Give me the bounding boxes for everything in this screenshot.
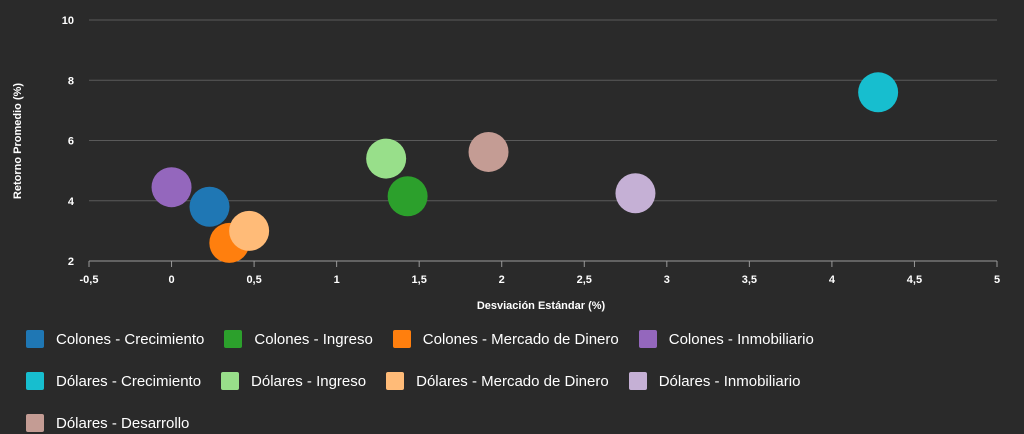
legend-swatch: [386, 372, 405, 390]
data-point[interactable]: [468, 131, 509, 172]
data-point[interactable]: [229, 210, 270, 251]
x-tick-label: 4: [829, 274, 836, 286]
legend-item[interactable]: Colones - Crecimiento: [26, 328, 204, 350]
x-axis-title: Desviación Estándar (%): [477, 300, 606, 312]
legend-swatch: [392, 330, 411, 348]
x-tick-label: 3: [664, 274, 670, 286]
chart-root: 2 4 6 8 10 -0,5 0 0,5 1 1,5 2 2,5 3 3,5 4 4,5 5 Desviaci…: [12, 15, 1000, 432]
legend-swatch: [26, 414, 44, 432]
scatter-plot: 2 4 6 8 10 -0,5 0 0,5 1 1,5 2 2,5 3 3,5 4 4,5 5 Desviaci…: [12, 15, 1000, 312]
data-point[interactable]: [189, 186, 230, 227]
x-tick-label: 2,5: [577, 274, 592, 286]
data-point[interactable]: [387, 176, 428, 217]
legend-item[interactable]: Dólares - Crecimiento: [26, 370, 201, 392]
y-tick-label: 4: [68, 196, 75, 208]
legend-label: Colones - Inmobiliario: [668, 330, 814, 348]
axis-layer: 2 4 6 8 10 -0,5 0 0,5 1 1,5 2 2,5 3 3,5 4 4,5 5: [62, 15, 1000, 286]
legend-item[interactable]: Colones - Ingreso: [224, 328, 373, 350]
legend-swatch: [628, 372, 647, 390]
grid-layer: [89, 19, 997, 262]
x-tick-label: -0,5: [80, 274, 99, 286]
legend-item[interactable]: Dólares - Desarrollo: [26, 412, 189, 434]
y-tick-label: 6: [68, 136, 74, 148]
y-tick-label: 10: [62, 15, 74, 27]
legend-label: Dólares - Inmobiliario: [658, 372, 801, 390]
legend-swatch: [26, 372, 44, 390]
y-axis-title: Retorno Promedio (%): [12, 83, 24, 199]
legend-item[interactable]: Colones - Mercado de Dinero: [392, 328, 619, 350]
data-point[interactable]: [151, 167, 192, 208]
legend: Colones - Crecimiento Colones - Ingreso Co…: [26, 328, 1006, 434]
data-point[interactable]: [615, 173, 656, 214]
data-point[interactable]: [366, 138, 407, 179]
legend-label: Dólares - Desarrollo: [56, 414, 190, 432]
legend-label: Colones - Crecimiento: [56, 330, 205, 348]
x-tick-label: 3,5: [742, 274, 757, 286]
x-tick-label: 0: [168, 274, 174, 286]
legend-label: Dólares - Ingreso: [251, 372, 367, 390]
x-tick-label: 2: [499, 274, 505, 286]
legend-swatch: [26, 330, 44, 348]
x-tick-label: 0,5: [246, 274, 261, 286]
legend-item[interactable]: Dólares - Inmobiliario: [628, 370, 801, 392]
legend-label: Dólares - Mercado de Dinero: [416, 372, 609, 390]
legend-item[interactable]: Colones - Inmobiliario: [638, 328, 814, 350]
legend-label: Colones - Mercado de Dinero: [422, 330, 619, 348]
x-tick-label: 4,5: [907, 274, 922, 286]
point-layer: [151, 72, 899, 263]
x-tick-label: 1: [334, 274, 340, 286]
legend-item[interactable]: Dólares - Ingreso: [221, 370, 366, 392]
x-tick-label: 5: [994, 274, 1000, 286]
legend-label: Colones - Ingreso: [254, 330, 373, 348]
legend-label: Dólares - Crecimiento: [56, 372, 202, 390]
legend-item[interactable]: Dólares - Mercado de Dinero: [386, 370, 609, 392]
legend-swatch: [221, 372, 240, 390]
y-tick-label: 8: [68, 75, 74, 87]
y-tick-label: 2: [68, 256, 74, 268]
legend-swatch: [224, 330, 243, 348]
data-point[interactable]: [858, 72, 899, 113]
legend-swatch: [638, 330, 657, 348]
x-tick-label: 1,5: [412, 274, 427, 286]
